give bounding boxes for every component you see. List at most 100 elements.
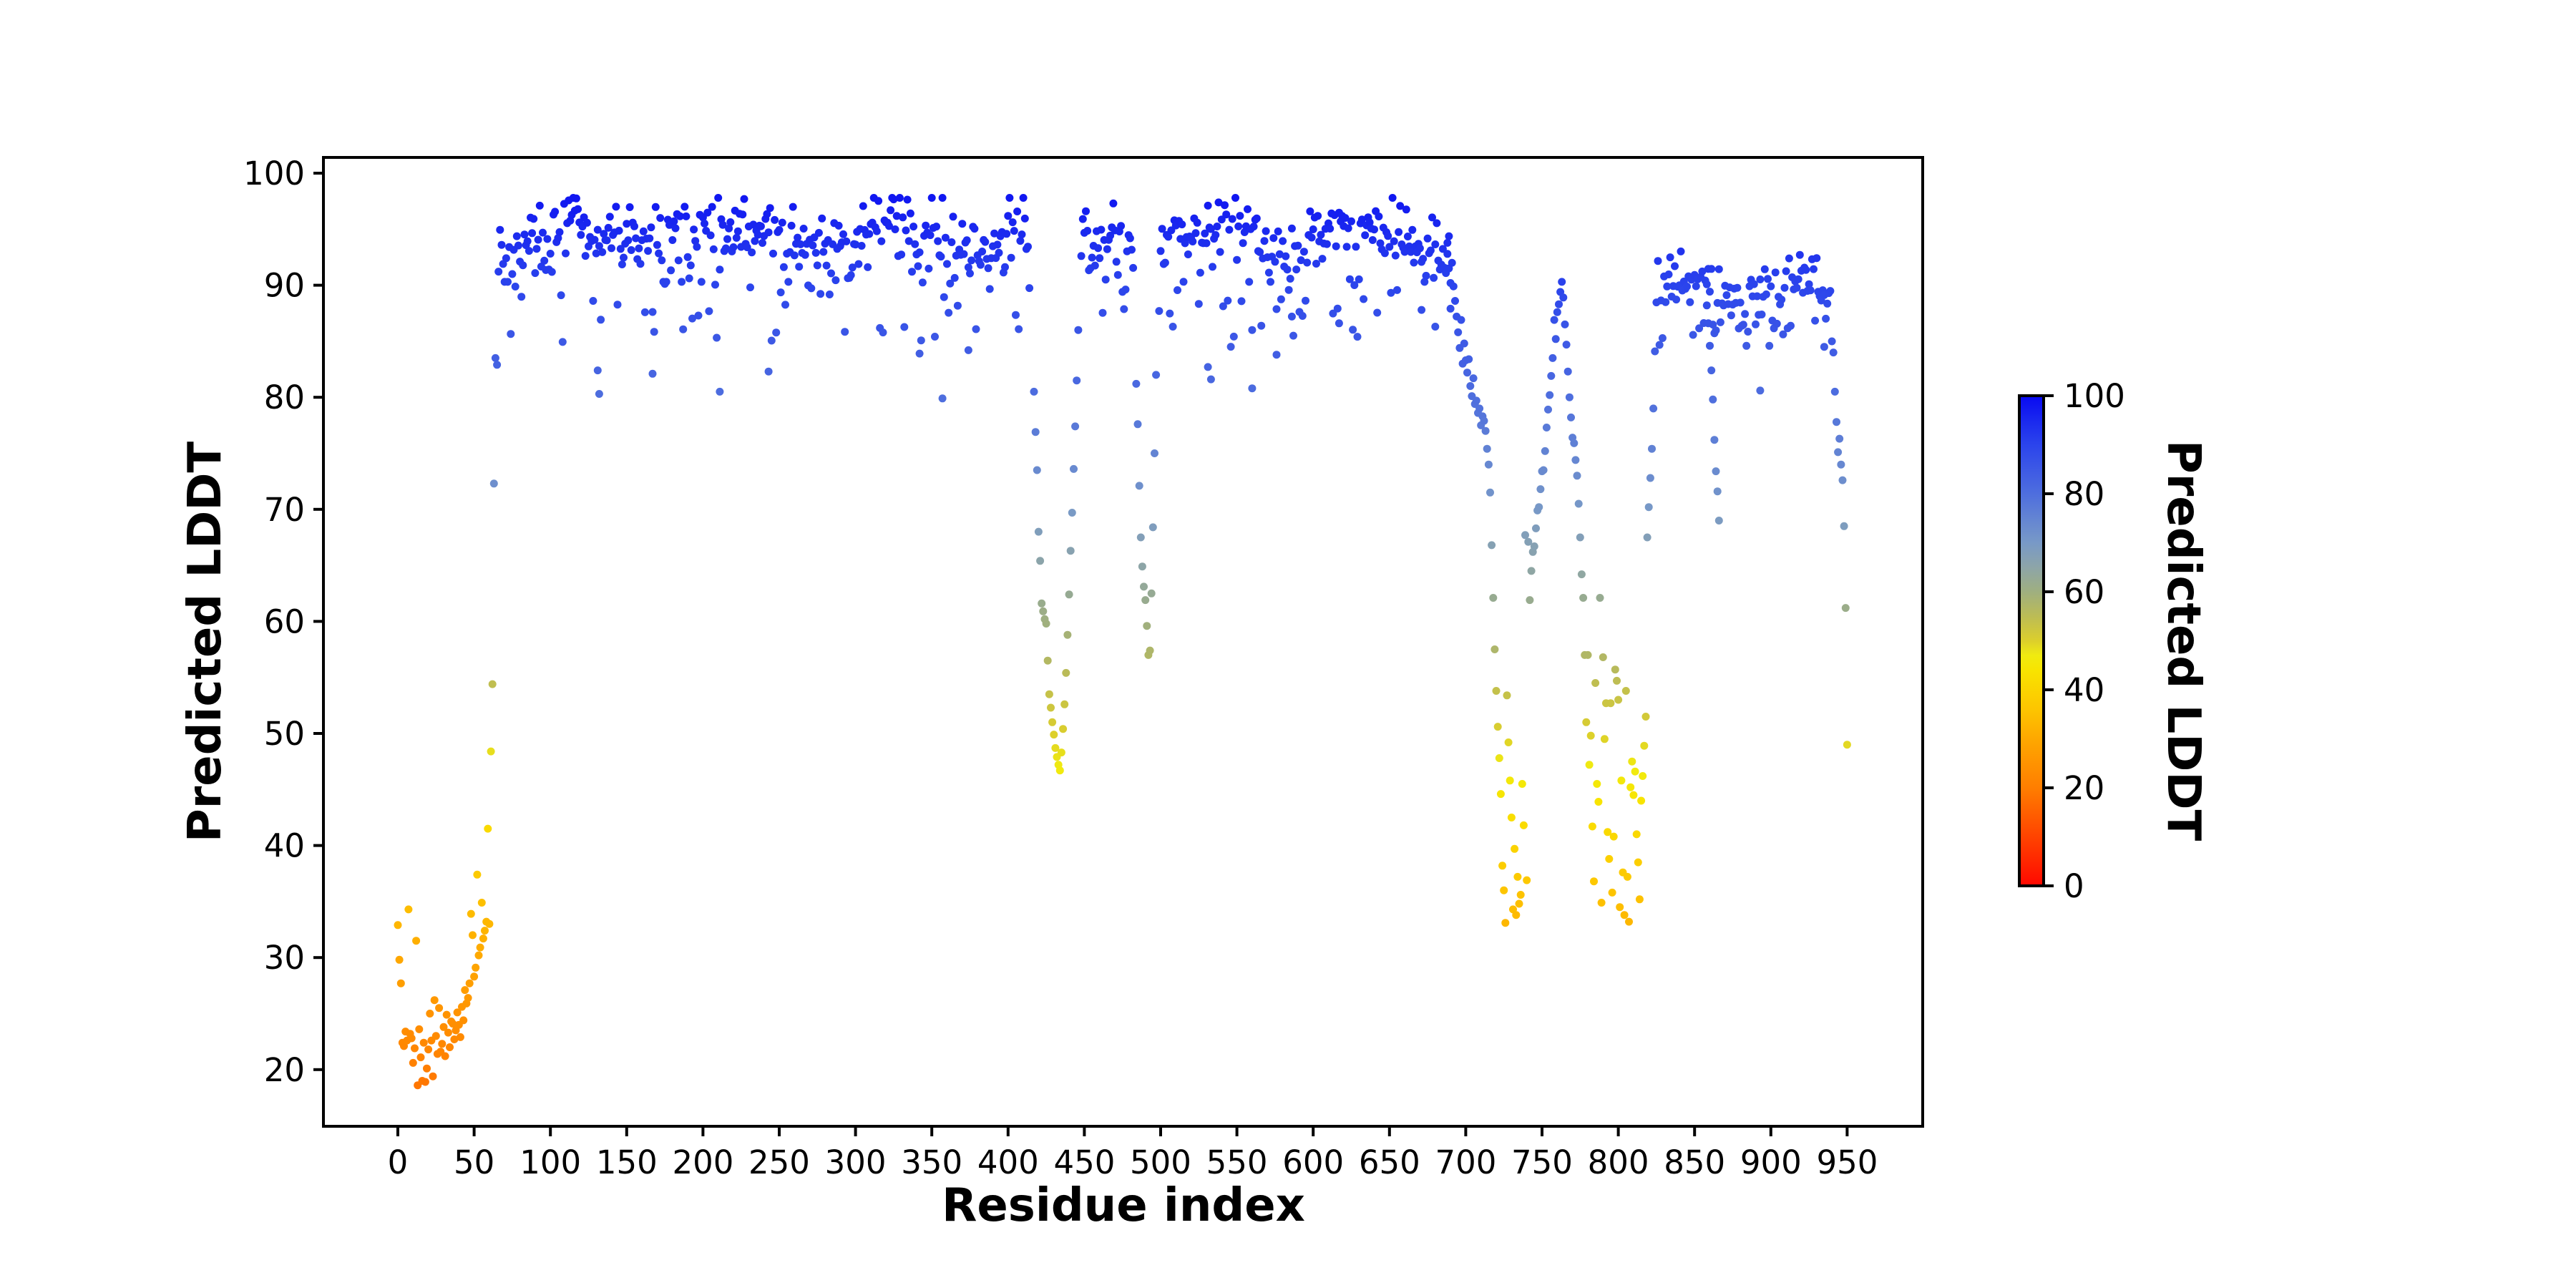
scatter-point [1443, 238, 1452, 247]
scatter-point [595, 390, 603, 398]
scatter-point [517, 293, 526, 301]
scatter-point [1380, 249, 1389, 258]
scatter-point [683, 253, 692, 261]
scatter-point [496, 225, 504, 234]
scatter-point [555, 228, 564, 236]
scatter-point [1097, 225, 1106, 234]
scatter-point [1109, 199, 1118, 208]
scatter-point [1189, 238, 1197, 245]
scatter-point [784, 278, 793, 286]
scatter-point [1532, 524, 1540, 532]
scatter-point [1503, 691, 1511, 700]
scatter-point [1785, 254, 1793, 263]
scatter-point [474, 951, 483, 960]
scatter-point [964, 263, 972, 272]
scatter-point [914, 262, 922, 270]
scatter-point [877, 237, 886, 245]
scatter-point [558, 338, 567, 346]
scatter-point [1151, 449, 1158, 457]
scatter-point [1388, 194, 1397, 202]
scatter-point [479, 935, 487, 943]
scatter-point [811, 248, 820, 257]
scatter-point [834, 221, 843, 230]
scatter-point [857, 242, 866, 250]
scatter-point [598, 248, 607, 256]
scatter-point [1736, 298, 1745, 307]
scatter-point [1010, 227, 1018, 235]
scatter-point [1158, 225, 1166, 233]
scatter-point [593, 366, 602, 375]
scatter-point [1594, 798, 1603, 806]
scatter-point [1714, 517, 1723, 525]
scatter-point [1204, 201, 1212, 210]
scatter-point [1350, 281, 1359, 289]
scatter-point [1206, 375, 1215, 384]
scatter-point [1716, 318, 1724, 326]
scatter-point [464, 994, 472, 1002]
scatter-point [1443, 250, 1452, 258]
scatter-points-group [394, 194, 1851, 1090]
scatter-point [1433, 219, 1441, 228]
scatter-point [547, 268, 556, 276]
y-axis-title: Predicted LDDT [179, 441, 232, 842]
scatter-point [1292, 265, 1301, 274]
scatter-point [1329, 309, 1337, 318]
scatter-point [473, 870, 482, 879]
scatter-point [577, 230, 585, 239]
scatter-point [589, 297, 597, 305]
scatter-point [1257, 321, 1266, 330]
scatter-point [512, 232, 521, 240]
scatter-point [1395, 228, 1403, 236]
x-axis-title: Residue index [942, 1179, 1305, 1232]
scatter-point [1590, 877, 1598, 886]
scatter-point [818, 214, 826, 223]
scatter-point [1516, 891, 1525, 899]
scatter-point [1677, 247, 1685, 255]
scatter-point [1224, 296, 1232, 305]
colorbar-tick-label: 100 [2064, 377, 2125, 415]
scatter-point [1213, 223, 1221, 230]
scatter-point [1573, 472, 1581, 480]
scatter-point [1454, 328, 1463, 336]
scatter-point [1524, 537, 1533, 546]
scatter-point [1445, 232, 1453, 240]
scatter-point [932, 223, 941, 231]
scatter-point [1695, 324, 1704, 333]
scatter-point [1345, 275, 1354, 283]
scatter-point [1513, 872, 1522, 881]
scatter-point [1385, 243, 1394, 251]
plot-area-border [322, 156, 1924, 1128]
scatter-point [1034, 527, 1043, 536]
colorbar-tick-label: 40 [2064, 671, 2104, 709]
scatter-point [1463, 369, 1471, 377]
scatter-point [917, 336, 925, 345]
scatter-point [1147, 589, 1156, 597]
scatter-point [604, 223, 613, 232]
scatter-point [1148, 523, 1157, 532]
scatter-point [1805, 280, 1813, 288]
x-tick-label: 450 [1053, 1143, 1115, 1181]
scatter-point [740, 195, 748, 203]
scatter-point [497, 240, 506, 249]
scatter-point [1267, 278, 1274, 286]
scatter-point [1756, 386, 1765, 395]
scatter-point [960, 250, 968, 258]
scatter-point [813, 261, 821, 270]
scatter-point [1637, 796, 1646, 805]
scatter-point [938, 194, 947, 202]
scatter-point [865, 230, 874, 238]
scatter-point [1400, 248, 1409, 256]
scatter-point [1245, 278, 1254, 286]
scatter-point [897, 250, 906, 259]
scatter-point [725, 224, 733, 233]
scatter-point [1248, 326, 1257, 334]
scatter-point [491, 353, 499, 362]
scatter-point [1472, 396, 1480, 405]
scatter-point [1733, 283, 1742, 292]
scatter-point [1654, 257, 1662, 265]
scatter-point [525, 247, 533, 255]
scatter-point [1753, 292, 1762, 301]
scatter-point [1515, 899, 1523, 908]
scatter-point [1209, 263, 1216, 271]
